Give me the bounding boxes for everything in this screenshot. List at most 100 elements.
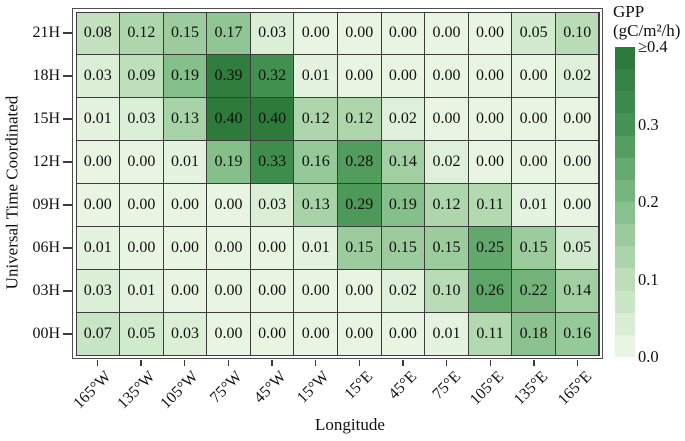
heatmap-cell: 0.15 — [381, 226, 425, 269]
x-tick — [533, 359, 535, 366]
heatmap-cell: 0.16 — [555, 312, 599, 355]
plot-frame — [72, 8, 603, 359]
heatmap-cell: 0.14 — [555, 269, 599, 312]
x-tick — [358, 359, 361, 366]
x-tick — [140, 359, 142, 366]
heatmap-cell: 0.11 — [468, 184, 512, 226]
heatmap-cell: 0.00 — [337, 312, 381, 355]
y-axis-title: Universal Time Coordinated — [2, 95, 22, 290]
heatmap-cell: 0.17 — [207, 12, 250, 55]
heatmap-cell: 0.08 — [76, 12, 120, 55]
y-tick — [63, 290, 72, 292]
y-tick-label: 21H — [32, 24, 60, 41]
heatmap-cell: 0.13 — [294, 184, 337, 226]
legend-tick-label: 0.0 — [638, 347, 659, 366]
heatmap-cell: 0.01 — [163, 141, 207, 183]
heatmap-cell: 0.01 — [76, 226, 120, 269]
colorbar-band — [615, 290, 635, 313]
x-tick-label: 135°W — [113, 368, 159, 413]
y-tick — [63, 161, 72, 163]
heatmap-cell: 0.00 — [381, 312, 425, 355]
heatmap-cell: 0.00 — [76, 141, 120, 183]
x-tick — [402, 359, 404, 366]
colorbar-band — [615, 91, 635, 114]
x-tick — [227, 359, 230, 366]
y-tick — [63, 204, 72, 206]
heatmap-cell: 0.00 — [555, 184, 599, 226]
heatmap-grid: 0.08 0.12 0.15 0.17 0.03 0.00 0.00 0.00 0.00 0.00… — [75, 11, 600, 356]
heatmap-cell: 0.01 — [425, 312, 468, 355]
y-tick — [63, 118, 72, 120]
x-tick-label: 15°E — [341, 368, 377, 403]
colorbar-band — [615, 47, 635, 70]
x-axis-title: Longitude — [315, 415, 385, 434]
y-tick-label: 03H — [32, 282, 60, 299]
heatmap-cell: 0.15 — [163, 12, 207, 55]
heatmap-cell: 0.02 — [381, 269, 425, 312]
y-tick — [63, 32, 72, 34]
heatmap-cell: 0.16 — [294, 141, 337, 183]
heatmap-cell: 0.01 — [120, 269, 163, 312]
x-tick-label: 135°E — [510, 368, 552, 409]
heatmap-cell: 0.03 — [250, 184, 294, 226]
heatmap-cell: 0.00 — [250, 269, 294, 312]
heatmap-cell: 0.00 — [468, 12, 512, 55]
heatmap-cell: 0.02 — [381, 98, 425, 141]
heatmap-cell: 0.00 — [250, 312, 294, 355]
x-tick-label: 75°E — [428, 368, 464, 403]
heatmap-cell: 0.02 — [555, 55, 599, 98]
heatmap-cell: 0.32 — [250, 55, 294, 98]
x-tick-label: 15°W — [294, 368, 333, 407]
colorbar-band — [615, 113, 635, 136]
y-tick-label: 15H — [32, 110, 60, 127]
x-tick — [271, 359, 273, 366]
heatmap-cell: 0.00 — [207, 312, 250, 355]
heatmap-cell: 0.01 — [294, 55, 337, 98]
heatmap-cell: 0.00 — [468, 98, 512, 141]
heatmap-cell: 0.00 — [120, 226, 163, 269]
heatmap-cell: 0.00 — [207, 226, 250, 269]
x-tick-label: 105°W — [157, 368, 202, 413]
heatmap-cell: 0.00 — [512, 98, 555, 141]
heatmap-cell: 0.03 — [76, 269, 120, 312]
heatmap-cell: 0.25 — [468, 226, 512, 269]
heatmap-cell: 0.12 — [337, 98, 381, 141]
legend-units-label: (gC/m²/h) — [613, 21, 681, 40]
y-tick-label: 12H — [32, 153, 60, 170]
x-tick — [445, 359, 448, 366]
heatmap-cell: 0.39 — [207, 55, 250, 98]
heatmap-cell: 0.00 — [512, 141, 555, 183]
heatmap-cell: 0.00 — [163, 269, 207, 312]
heatmap-cell: 0.12 — [120, 12, 163, 55]
colorbar-band — [615, 157, 635, 180]
heatmap-cell: 0.15 — [425, 226, 468, 269]
y-tick — [63, 247, 72, 249]
x-tick-label: 165°E — [554, 368, 595, 409]
legend-tick-label: 0.3 — [638, 114, 659, 134]
heatmap-cell: 0.00 — [337, 269, 381, 312]
heatmap-cell: 0.18 — [512, 312, 555, 355]
heatmap-cell: 0.00 — [468, 141, 512, 183]
legend-colorbar — [615, 47, 635, 357]
heatmap-cell: 0.03 — [76, 55, 120, 98]
heatmap-cell: 0.15 — [512, 226, 555, 269]
colorbar-band — [615, 201, 635, 225]
x-tick — [96, 359, 99, 366]
y-tick — [63, 75, 72, 77]
heatmap-cell: 0.10 — [555, 12, 599, 55]
heatmap-cell: 0.00 — [468, 55, 512, 98]
x-tick-label: 45°W — [250, 368, 290, 407]
heatmap-cell: 0.00 — [555, 141, 599, 183]
heatmap-cell: 0.14 — [381, 141, 425, 183]
legend-tick-label: 0.1 — [638, 269, 659, 289]
heatmap-cell: 0.03 — [250, 12, 294, 55]
colorbar-band — [615, 312, 635, 335]
heatmap-cell: 0.12 — [294, 98, 337, 141]
legend-tick-label: ≥0.4 — [638, 37, 668, 56]
heatmap-cell: 0.01 — [294, 226, 337, 269]
heatmap-cell: 0.00 — [163, 226, 207, 269]
y-tick-label: 06H — [32, 239, 60, 256]
heatmap-cell: 0.00 — [294, 12, 337, 55]
heatmap-cell: 0.00 — [207, 184, 250, 226]
